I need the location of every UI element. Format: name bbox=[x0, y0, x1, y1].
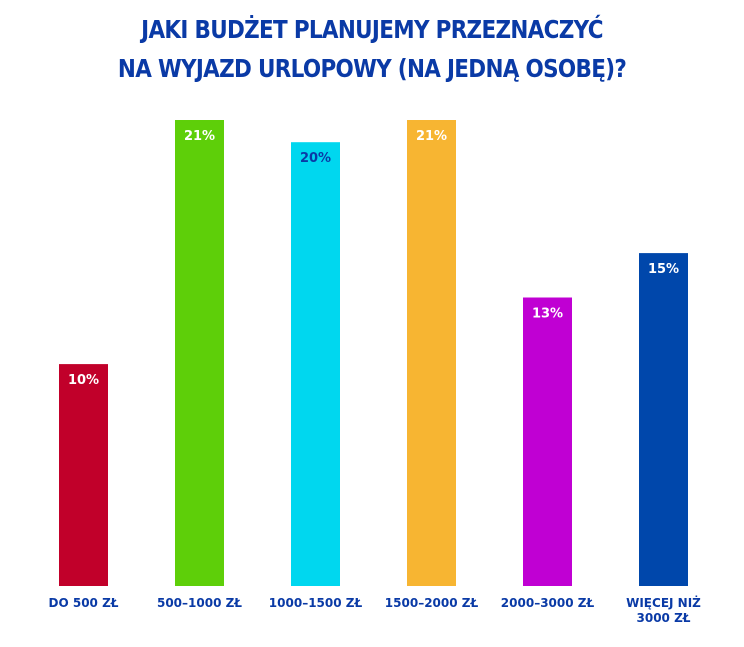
bar-value-label-1: 10% bbox=[68, 373, 99, 388]
chart-title-line-2: NA WYJAZD URLOPOWY (NA JEDNĄ OSOBĘ)? bbox=[117, 54, 627, 83]
category-label-1: DO 500 ZŁ bbox=[49, 596, 119, 610]
chart-title-line-1: JAKI BUDŻET PLANUJEMY PRZEZNACZYĆ bbox=[141, 15, 603, 44]
bar-4 bbox=[407, 120, 456, 586]
chart-title: JAKI BUDŻET PLANUJEMY PRZEZNACZYĆ NA WYJ… bbox=[52, 10, 692, 88]
bar-value-label-4: 21% bbox=[416, 129, 447, 144]
bar-1 bbox=[59, 364, 108, 586]
category-label-5: 2000–3000 ZŁ bbox=[501, 596, 595, 610]
category-label-2: 500–1000 ZŁ bbox=[157, 596, 242, 610]
category-label-4: 1500–2000 ZŁ bbox=[385, 596, 479, 610]
category-label-3: 1000–1500 ZŁ bbox=[269, 596, 363, 610]
bar-3 bbox=[291, 142, 340, 586]
category-label-6: WIĘCEJ NIŻ 3000 ZŁ bbox=[626, 595, 701, 625]
bar-value-label-2: 21% bbox=[184, 129, 215, 144]
bar-value-label-6: 15% bbox=[648, 262, 679, 277]
bar-value-label-5: 13% bbox=[532, 307, 563, 322]
bar-2 bbox=[175, 120, 224, 586]
bar-6 bbox=[639, 253, 688, 586]
bar-5 bbox=[523, 297, 572, 586]
bar-value-label-3: 20% bbox=[300, 151, 331, 166]
